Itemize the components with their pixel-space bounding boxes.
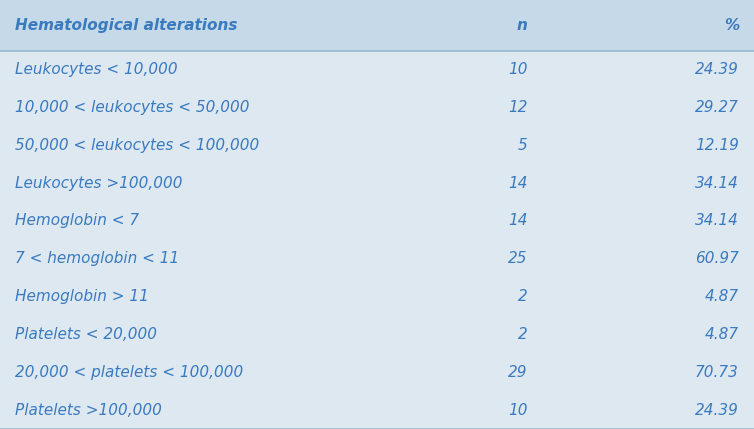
Text: 10: 10 (508, 402, 528, 417)
Text: 10,000 < leukocytes < 50,000: 10,000 < leukocytes < 50,000 (15, 100, 250, 115)
Text: 14: 14 (508, 213, 528, 228)
FancyBboxPatch shape (0, 0, 754, 51)
Text: 34.14: 34.14 (695, 213, 739, 228)
FancyBboxPatch shape (0, 88, 754, 126)
Text: 24.39: 24.39 (695, 62, 739, 77)
Text: 5: 5 (518, 138, 528, 153)
Text: 50,000 < leukocytes < 100,000: 50,000 < leukocytes < 100,000 (15, 138, 259, 153)
Text: Leukocytes >100,000: Leukocytes >100,000 (15, 175, 182, 190)
Text: 70.73: 70.73 (695, 365, 739, 380)
FancyBboxPatch shape (0, 353, 754, 391)
Text: Platelets >100,000: Platelets >100,000 (15, 402, 162, 417)
Text: 24.39: 24.39 (695, 402, 739, 417)
Text: 29: 29 (508, 365, 528, 380)
Text: 4.87: 4.87 (705, 289, 739, 304)
Text: Hematological alterations: Hematological alterations (15, 18, 238, 33)
FancyBboxPatch shape (0, 391, 754, 429)
Text: 4.87: 4.87 (705, 327, 739, 342)
Text: 29.27: 29.27 (695, 100, 739, 115)
Text: 34.14: 34.14 (695, 175, 739, 190)
FancyBboxPatch shape (0, 240, 754, 278)
Text: 7 < hemoglobin < 11: 7 < hemoglobin < 11 (15, 251, 179, 266)
Text: 12.19: 12.19 (695, 138, 739, 153)
Text: 2: 2 (518, 327, 528, 342)
Text: n: n (517, 18, 528, 33)
Text: %: % (724, 18, 739, 33)
Text: Hemoglobin < 7: Hemoglobin < 7 (15, 213, 139, 228)
Text: 10: 10 (508, 62, 528, 77)
FancyBboxPatch shape (0, 164, 754, 202)
FancyBboxPatch shape (0, 126, 754, 164)
Text: 2: 2 (518, 289, 528, 304)
Text: 25: 25 (508, 251, 528, 266)
Text: Hemoglobin > 11: Hemoglobin > 11 (15, 289, 149, 304)
Text: 14: 14 (508, 175, 528, 190)
FancyBboxPatch shape (0, 278, 754, 315)
FancyBboxPatch shape (0, 315, 754, 353)
Text: 20,000 < platelets < 100,000: 20,000 < platelets < 100,000 (15, 365, 244, 380)
Text: 12: 12 (508, 100, 528, 115)
Text: Leukocytes < 10,000: Leukocytes < 10,000 (15, 62, 178, 77)
FancyBboxPatch shape (0, 51, 754, 88)
FancyBboxPatch shape (0, 202, 754, 240)
Text: 60.97: 60.97 (695, 251, 739, 266)
Text: Platelets < 20,000: Platelets < 20,000 (15, 327, 157, 342)
